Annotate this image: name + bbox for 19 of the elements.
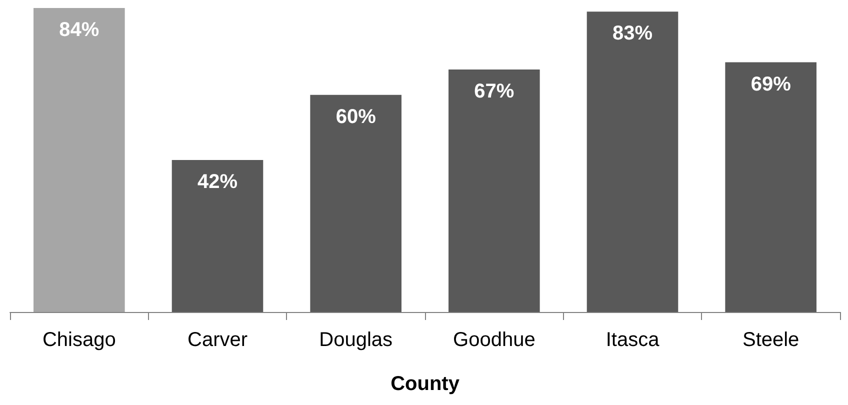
bar — [586, 12, 678, 312]
data-label: 67% — [474, 80, 514, 103]
x-tick-label: Chisago — [42, 329, 116, 351]
data-label: 83% — [612, 22, 653, 45]
data-label: 42% — [197, 171, 238, 193]
bar — [725, 62, 816, 312]
x-axis-title: County — [390, 373, 460, 395]
data-label: 84% — [59, 19, 100, 41]
x-tick-label: Douglas — [319, 329, 393, 351]
x-tick-label: Goodhue — [453, 329, 536, 351]
bar — [172, 160, 264, 312]
data-label: 60% — [336, 106, 376, 128]
x-tick-label: Steele — [742, 329, 800, 351]
data-label: 69% — [750, 73, 792, 96]
bar — [448, 70, 540, 312]
x-tick-label: Carver — [187, 329, 248, 351]
bar — [34, 8, 125, 312]
x-tick-label: Itasca — [606, 329, 660, 351]
bar — [310, 94, 402, 312]
